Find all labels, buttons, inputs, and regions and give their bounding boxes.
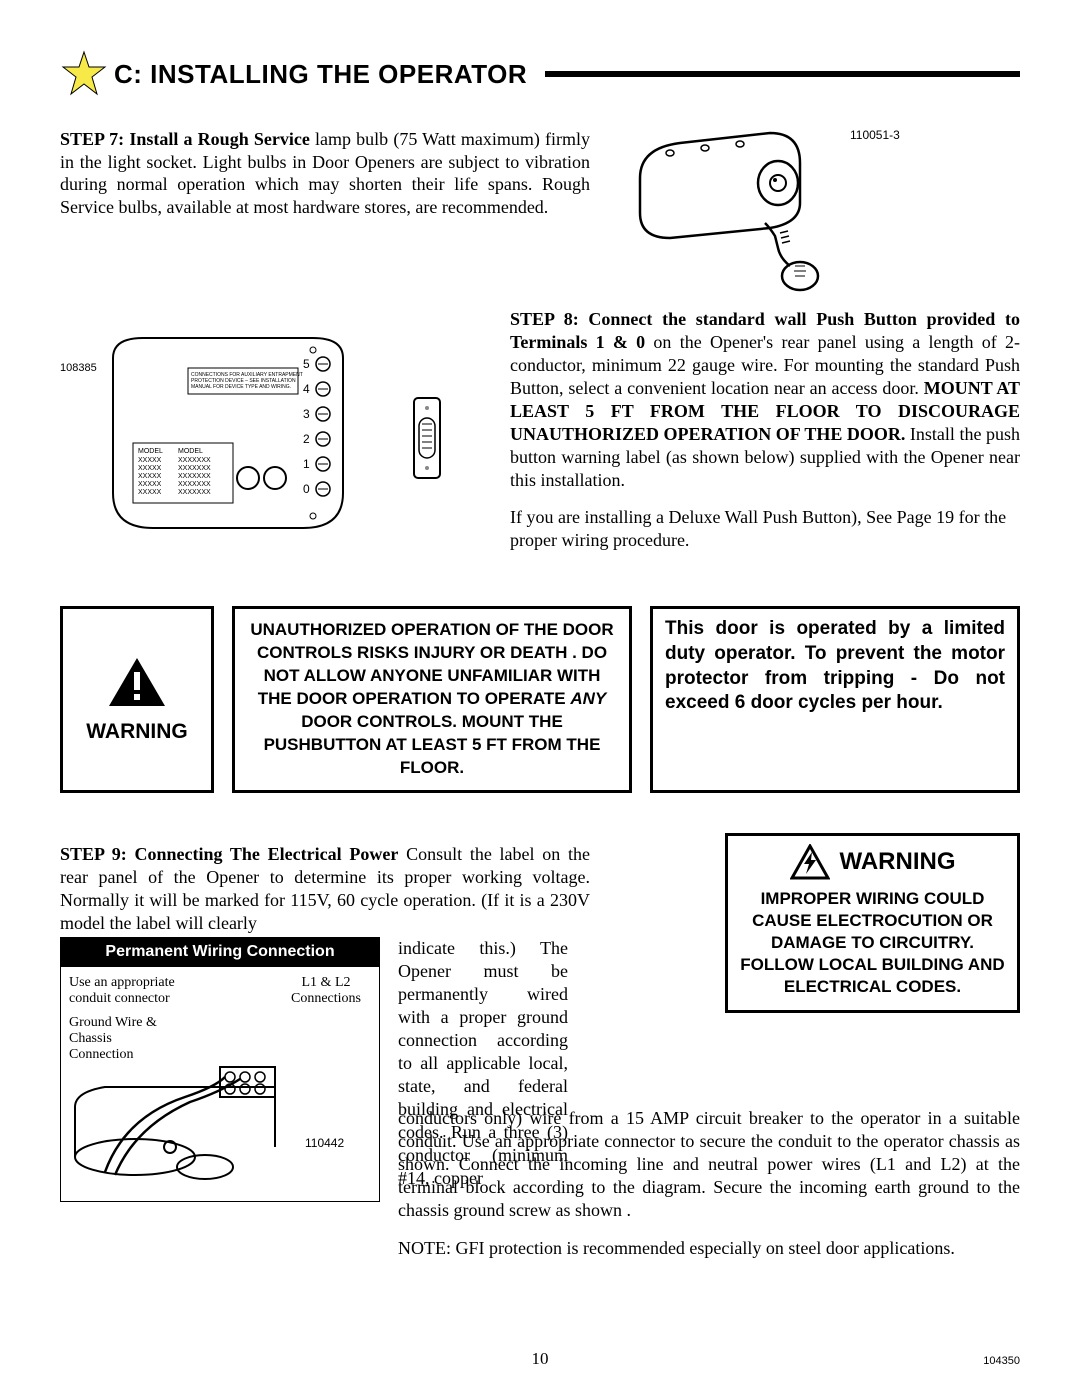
warning-box-right: This door is operated by a limited duty … bbox=[650, 606, 1020, 793]
svg-text:XXXXXXX: XXXXXXX bbox=[178, 473, 211, 480]
svg-text:XXXXX: XXXXX bbox=[138, 481, 162, 488]
svg-text:0: 0 bbox=[303, 482, 310, 496]
perm-wiring-figure: Permanent Wiring Connection Use an appro… bbox=[60, 937, 380, 1202]
wiring-diagram-svg: 110442 bbox=[65, 1047, 365, 1197]
svg-text:XXXXXXX: XXXXXXX bbox=[178, 489, 211, 496]
step9-after: conductors only) wire from a 15 AMP circ… bbox=[398, 1107, 1020, 1222]
step9-label: STEP 9: Connecting The Electrical Power bbox=[60, 844, 398, 864]
perm-label1: Use an appropriate conduit connector bbox=[69, 975, 179, 1007]
step8-fig-id: 108385 bbox=[60, 328, 97, 374]
svg-text:XXXXXXX: XXXXXXX bbox=[178, 465, 211, 472]
warning-row: WARNING UNAUTHORIZED OPERATION OF THE DO… bbox=[60, 606, 1020, 793]
warning2-title: WARNING bbox=[840, 848, 956, 876]
header-rule bbox=[545, 71, 1020, 77]
section-header: C: INSTALLING THE OPERATOR bbox=[60, 50, 1020, 98]
step7-label: STEP 7: Install a Rough Service bbox=[60, 129, 310, 149]
section-title-text: INSTALLING THE OPERATOR bbox=[150, 59, 527, 89]
warning2-head: WARNING bbox=[738, 844, 1007, 880]
step7-text: STEP 7: Install a Rough Service lamp bul… bbox=[60, 128, 590, 298]
step9-note: NOTE: GFI protection is recommended espe… bbox=[398, 1238, 1020, 1259]
pushbutton-svg bbox=[409, 328, 449, 538]
star-icon bbox=[60, 50, 108, 98]
svg-text:XXXXX: XXXXX bbox=[138, 489, 162, 496]
warn-mid-1: UNAUTHORIZED OPERATION OF THE DOOR CONTR… bbox=[250, 620, 613, 708]
step8-p2: If you are installing a Deluxe Wall Push… bbox=[510, 506, 1020, 552]
svg-text:XXXXXXX: XXXXXXX bbox=[178, 481, 211, 488]
perm-wiring-body: Use an appropriate conduit connector L1 … bbox=[60, 967, 380, 1202]
step7-fig-id: 110051-3 bbox=[850, 128, 900, 142]
svg-text:2: 2 bbox=[303, 432, 310, 446]
svg-text:1: 1 bbox=[303, 457, 310, 471]
bolt-triangle-icon bbox=[790, 844, 830, 880]
step9-block: STEP 9: Connecting The Electrical Power … bbox=[60, 843, 1020, 1259]
section-title: C: INSTALLING THE OPERATOR bbox=[114, 59, 527, 90]
warning-label: WARNING bbox=[86, 720, 188, 744]
warning-triangle-icon bbox=[107, 656, 167, 708]
warn-mid-2: DOOR CONTROLS. MOUNT THE PUSHBUTTON AT L… bbox=[264, 712, 601, 777]
terminal-panel-svg: CONNECTIONS FOR AUXILIARY ENTRAPMENT PRO… bbox=[103, 328, 383, 538]
svg-text:4: 4 bbox=[303, 382, 310, 396]
step8-figure-wrap: 108385 CONNECTIONS FOR AUXILIARY ENTRAPM… bbox=[60, 308, 490, 566]
perm-fig-id-text: 110442 bbox=[305, 1136, 344, 1150]
svg-text:XXXXX: XXXXX bbox=[138, 457, 162, 464]
step9-intro: STEP 9: Connecting The Electrical Power … bbox=[60, 843, 590, 935]
step8-text: STEP 8: Connect the standard wall Push B… bbox=[510, 308, 1020, 566]
page-number: 10 bbox=[532, 1349, 549, 1369]
svg-text:XXXXXXX: XXXXXXX bbox=[178, 457, 211, 464]
warning-box-mid: UNAUTHORIZED OPERATION OF THE DOOR CONTR… bbox=[232, 606, 632, 793]
perm-label2: L1 & L2 Connections bbox=[281, 975, 371, 1007]
doc-number: 104350 bbox=[983, 1355, 1020, 1367]
lamp-figure-svg bbox=[620, 128, 840, 298]
perm-wiring-title: Permanent Wiring Connection bbox=[60, 937, 380, 967]
svg-text:XXXXX: XXXXX bbox=[138, 465, 162, 472]
svg-text:XXXXX: XXXXX bbox=[138, 473, 162, 480]
svg-text:MODEL: MODEL bbox=[138, 448, 163, 455]
section-letter: C: bbox=[114, 59, 142, 89]
step7-row: STEP 7: Install a Rough Service lamp bul… bbox=[60, 128, 1020, 298]
step7-figure: 110051-3 bbox=[620, 128, 1020, 298]
warning2-box: WARNING IMPROPER WIRING COULD CAUSE ELEC… bbox=[725, 833, 1020, 1013]
svg-text:5: 5 bbox=[303, 357, 310, 371]
svg-text:MANUAL FOR DEVICE TYPE AND WIR: MANUAL FOR DEVICE TYPE AND WIRING. bbox=[191, 384, 291, 390]
warn-mid-em: ANY bbox=[570, 689, 606, 708]
warning-box-left: WARNING bbox=[60, 606, 214, 793]
warning2-body: IMPROPER WIRING COULD CAUSE ELECTROCUTIO… bbox=[738, 888, 1007, 998]
svg-text:3: 3 bbox=[303, 407, 310, 421]
step8-row: 108385 CONNECTIONS FOR AUXILIARY ENTRAPM… bbox=[60, 308, 1020, 566]
svg-text:MODEL: MODEL bbox=[178, 448, 203, 455]
